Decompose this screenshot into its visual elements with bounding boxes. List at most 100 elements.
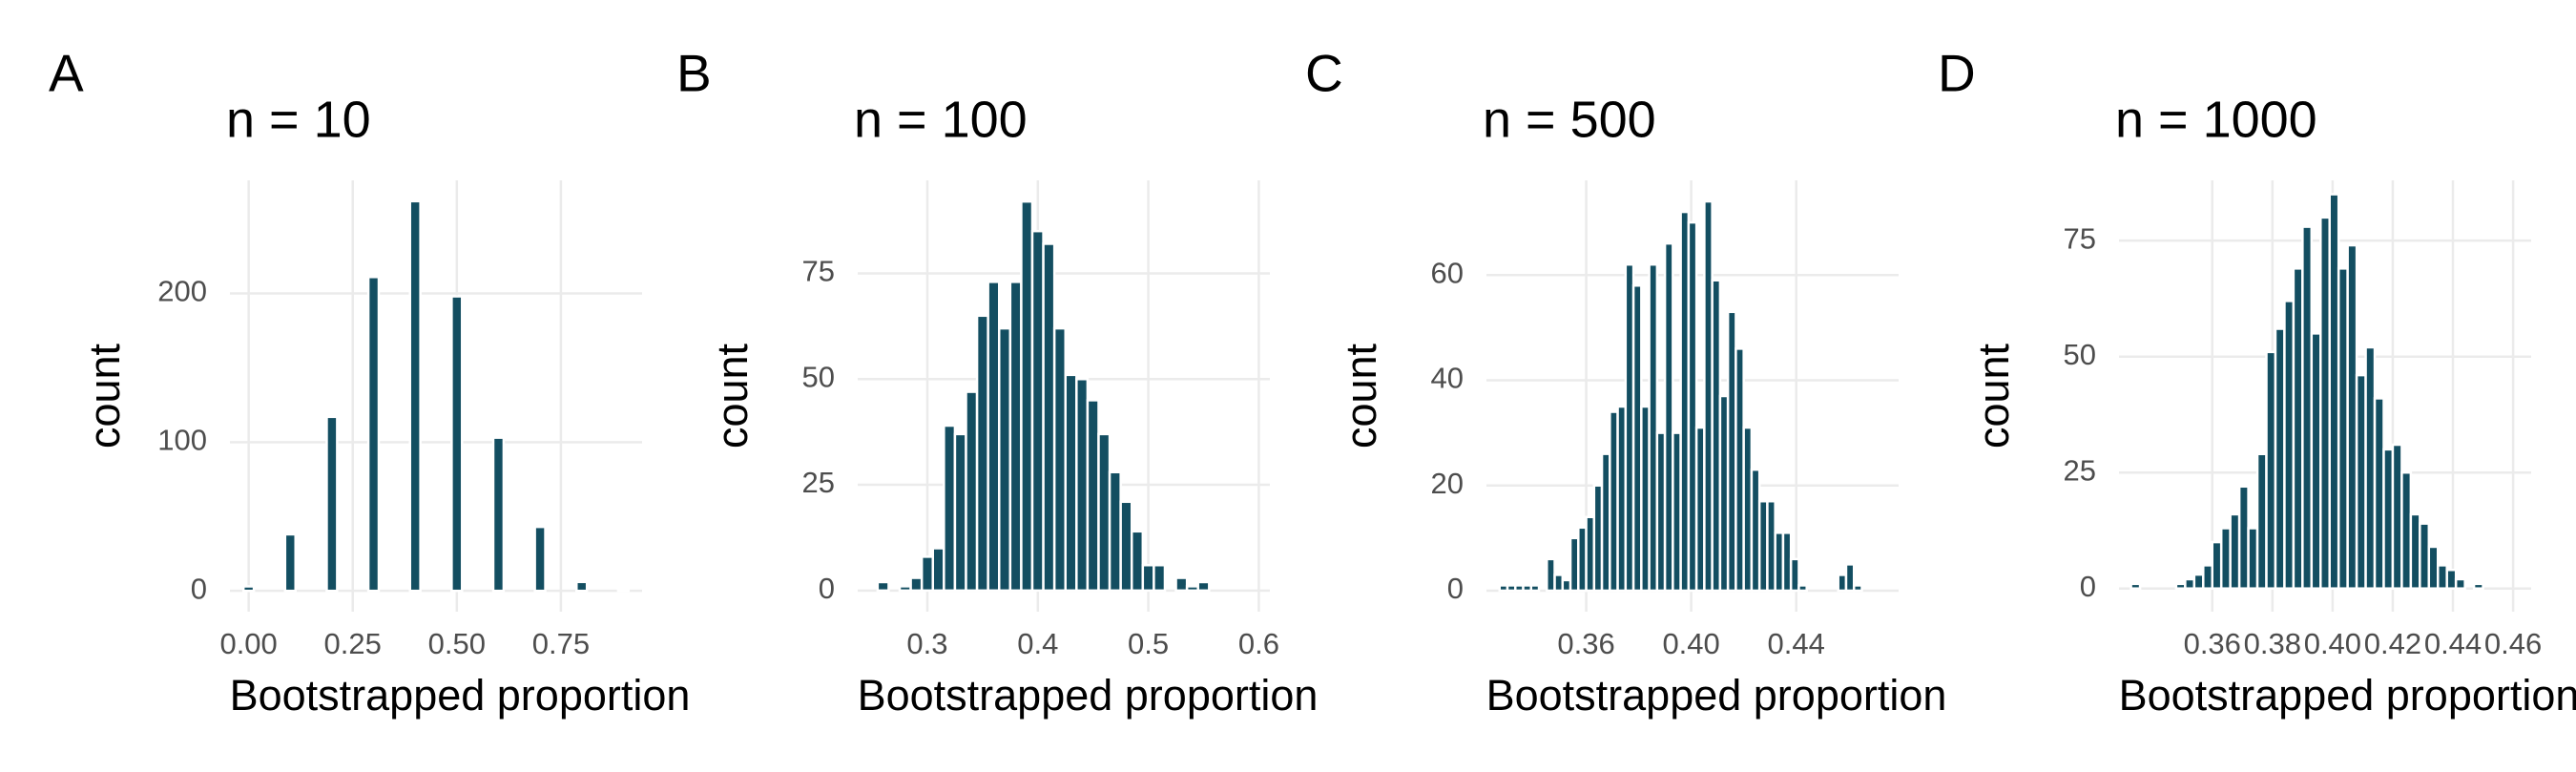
histogram-bar <box>2328 193 2340 590</box>
y-tick-label: 25 <box>2064 453 2096 487</box>
panel-label: D <box>1938 44 1976 103</box>
histogram-bar <box>1153 564 1167 593</box>
histogram-bar <box>2391 443 2403 590</box>
histogram-bar <box>2445 569 2458 590</box>
histogram-bar <box>1008 281 1023 593</box>
histogram-bar <box>997 326 1012 593</box>
histogram-bar <box>283 532 297 593</box>
y-axis-title: count <box>1337 343 1385 449</box>
histogram-bar <box>1052 326 1067 593</box>
histogram-bar <box>2373 397 2385 590</box>
histogram-bar <box>1075 378 1090 593</box>
histogram-bar <box>2129 582 2142 590</box>
histogram-bar <box>909 576 924 593</box>
panel-label: C <box>1305 44 1343 103</box>
histogram-bar <box>1020 199 1034 593</box>
histogram-bar <box>2301 225 2314 590</box>
histogram-bar <box>575 580 589 593</box>
histogram-bar <box>2319 216 2331 590</box>
y-tick-label: 75 <box>2064 221 2096 255</box>
x-tick-label: 0.6 <box>1238 627 1279 660</box>
histogram-bar <box>1042 242 1056 593</box>
histogram-bar <box>876 580 890 593</box>
histogram-bar <box>2184 577 2196 590</box>
histogram-bar <box>1174 576 1189 593</box>
histogram-bar <box>965 390 979 593</box>
histogram-bar <box>1119 500 1133 593</box>
y-tick-label: 50 <box>2064 338 2096 371</box>
histogram-bar <box>366 276 381 593</box>
x-tick-label: 0.38 <box>2244 627 2301 660</box>
histogram-bar <box>2283 300 2296 590</box>
histogram-bar <box>1097 432 1111 593</box>
histogram-bar <box>1852 584 1863 593</box>
x-tick-label: 0.75 <box>532 627 590 660</box>
histogram-bar <box>2292 267 2304 590</box>
histogram-bar <box>975 314 989 593</box>
histogram-bar <box>1789 557 1800 593</box>
panel-label: B <box>676 44 712 103</box>
x-axis-title: Bootstrapped proportion <box>2119 671 2576 720</box>
y-tick-label: 25 <box>802 466 835 499</box>
histogram-bar <box>1030 229 1045 593</box>
histogram-bar <box>1663 241 1674 593</box>
x-tick-label: 0.3 <box>906 627 947 660</box>
histogram-bar <box>1529 584 1541 593</box>
histogram-bar <box>2419 522 2431 590</box>
y-tick-label: 0 <box>2080 570 2096 603</box>
histogram-bar <box>2364 345 2377 590</box>
histogram-bar <box>2382 448 2395 590</box>
chart-title: n = 100 <box>854 91 1028 148</box>
x-tick-label: 0.4 <box>1017 627 1058 660</box>
histogram-bar <box>450 295 464 593</box>
histogram-bar <box>953 432 967 593</box>
x-tick-label: 0.00 <box>219 627 277 660</box>
histogram-bar <box>2472 582 2484 590</box>
x-axis-title: Bootstrapped proportion <box>230 671 691 720</box>
histogram-bar <box>920 555 935 593</box>
x-tick-label: 0.36 <box>2184 627 2241 660</box>
x-tick-label: 0.40 <box>2304 627 2361 660</box>
histogram-bar <box>2337 267 2349 590</box>
histogram-bar <box>2346 243 2358 590</box>
histogram-bar <box>2247 527 2259 590</box>
histogram-bar <box>2400 470 2413 590</box>
chart-title: n = 500 <box>1483 91 1656 148</box>
histogram-bar <box>2436 564 2448 590</box>
histogram-bar <box>1196 580 1211 593</box>
histogram-bar <box>987 281 1001 593</box>
histogram-bar <box>2219 527 2232 590</box>
histogram-bar <box>1086 399 1100 593</box>
y-tick-label: 40 <box>1431 362 1464 395</box>
histogram-bar <box>1844 563 1856 593</box>
x-tick-label: 0.36 <box>1557 627 1614 660</box>
histogram-bar <box>898 585 912 593</box>
histogram-bar <box>2427 545 2440 590</box>
histogram-bar <box>1141 564 1155 593</box>
histogram-bar <box>2192 573 2205 590</box>
y-tick-label: 0 <box>819 572 835 605</box>
x-tick-label: 0.46 <box>2484 627 2542 660</box>
y-tick-label: 0 <box>1447 572 1464 605</box>
histogram-bar <box>1064 373 1078 593</box>
histogram-bar <box>2255 452 2268 590</box>
y-axis-title: count <box>1969 343 2018 449</box>
y-tick-label: 200 <box>157 275 207 308</box>
histogram-bar <box>1108 470 1122 593</box>
histogram-bar <box>2237 485 2250 590</box>
y-tick-label: 100 <box>157 424 207 457</box>
histogram-bar <box>2229 512 2241 590</box>
chart-title: n = 1000 <box>2115 91 2317 148</box>
histogram-bar <box>2202 564 2214 590</box>
y-tick-label: 0 <box>191 572 207 605</box>
histogram-bar <box>1185 585 1199 593</box>
y-tick-label: 60 <box>1431 256 1464 289</box>
histogram-bar <box>2454 577 2466 590</box>
x-tick-label: 0.44 <box>1768 627 1825 660</box>
histogram-bar <box>1648 262 1659 593</box>
y-tick-label: 50 <box>802 360 835 393</box>
y-tick-label: 20 <box>1431 467 1464 500</box>
chart-title: n = 10 <box>226 91 371 148</box>
x-tick-label: 0.44 <box>2424 627 2482 660</box>
histogram-bar <box>2274 327 2286 590</box>
